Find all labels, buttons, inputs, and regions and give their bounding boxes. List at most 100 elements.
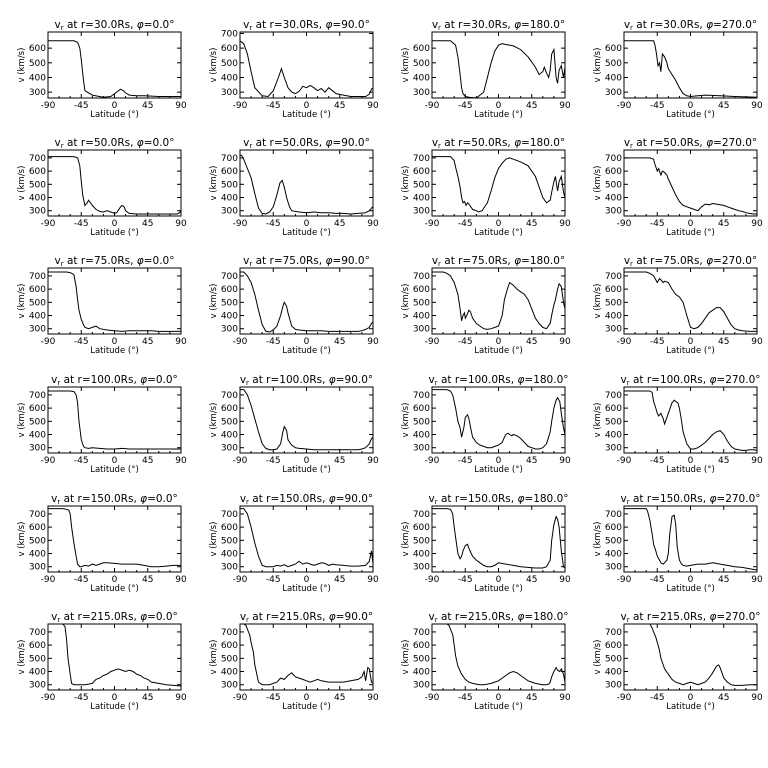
title-radius: at r=75.0Rs,	[441, 255, 514, 267]
title-var-subscript: r	[627, 379, 630, 387]
y-axis-label: v (km/s)	[17, 522, 27, 557]
y-tick-label: 400	[29, 668, 46, 678]
x-tick-label: -45	[74, 101, 89, 111]
plot-frame	[47, 31, 182, 99]
plot-frame	[623, 386, 758, 454]
x-tick-label: 90	[559, 575, 571, 585]
y-tick-label: 300	[413, 444, 430, 454]
title-phi-symbol: φ	[325, 137, 332, 149]
title-phi-value: =0.0°	[147, 611, 178, 623]
title-var: v	[621, 374, 627, 386]
title-radius: at r=75.0Rs,	[252, 255, 325, 267]
y-tick-label: 700	[29, 272, 46, 282]
y-tick-label: 400	[413, 431, 430, 441]
panel-title: vr at r=75.0Rs, φ=180.0°	[432, 255, 565, 268]
x-tick-label: 0	[304, 337, 310, 347]
x-tick-label: -45	[650, 456, 665, 466]
title-var: v	[55, 255, 61, 267]
x-tick-label: 0	[112, 575, 118, 585]
y-tick-label: 400	[605, 73, 622, 83]
y-tick-label: 500	[221, 59, 238, 69]
y-tick-label: 500	[605, 417, 622, 427]
title-var: v	[624, 255, 630, 267]
x-tick-label: 90	[367, 101, 379, 111]
x-tick-label: 0	[304, 219, 310, 229]
y-tick-label: 300	[605, 563, 622, 573]
title-var-subscript: r	[246, 498, 249, 506]
y-tick-label: 600	[29, 44, 46, 54]
x-tick-label: -45	[74, 693, 89, 703]
plot-frame	[47, 267, 182, 335]
x-tick-label: -45	[458, 693, 473, 703]
x-tick-label: 0	[112, 101, 118, 111]
y-tick-label: 300	[29, 563, 46, 573]
x-tick-label: -45	[266, 575, 281, 585]
y-tick-label: 700	[413, 510, 430, 520]
title-phi-symbol: φ	[137, 255, 144, 267]
speed-profile-line	[624, 271, 757, 332]
x-tick-label: 90	[367, 693, 379, 703]
panel: vr at r=30.0Rs, φ=0.0° -90 -45 0 45 90 300 400 5…	[17, 19, 187, 120]
x-tick-label: 0	[688, 693, 694, 703]
panel: vr at r=215.0Rs, φ=180.0° -90 -45 0 45 90 300 4…	[401, 611, 571, 712]
speed-profile-line	[240, 623, 374, 686]
y-axis-label: v (km/s)	[401, 166, 411, 201]
x-tick-label: -90	[617, 456, 632, 466]
x-tick-label: 90	[751, 693, 763, 703]
y-tick-label: 600	[221, 404, 238, 414]
x-tick-label: 90	[751, 101, 763, 111]
panel: vr at r=150.0Rs, φ=90.0° -90 -45 0 45 90 300 40…	[209, 493, 379, 594]
panel: vr at r=100.0Rs, φ=90.0° -90 -45 0 45 90 300 40…	[209, 374, 379, 475]
title-phi-symbol: φ	[517, 611, 524, 623]
speed-profile-line	[624, 623, 757, 686]
panel: vr at r=100.0Rs, φ=0.0° -90 -45 0 45 90 300 400…	[17, 374, 187, 475]
title-phi-symbol: φ	[706, 19, 713, 31]
speed-profile-line	[624, 390, 758, 451]
x-tick-label: -90	[233, 456, 248, 466]
x-tick-label: 0	[496, 337, 502, 347]
speed-profile-line	[48, 271, 181, 332]
y-tick-label: 600	[605, 404, 622, 414]
panel: vr at r=50.0Rs, φ=0.0° -90 -45 0 45 90 300 400 5…	[17, 137, 187, 238]
title-radius: at r=30.0Rs,	[252, 19, 325, 31]
title-var-subscript: r	[438, 24, 441, 32]
title-radius: at r=100.0Rs,	[630, 374, 710, 386]
title-var: v	[624, 19, 630, 31]
x-axis-label: Latitude (°)	[474, 110, 523, 120]
x-tick-label: -90	[41, 575, 56, 585]
y-tick-label: 600	[413, 641, 430, 651]
y-tick-label: 600	[605, 285, 622, 295]
y-axis-label: v (km/s)	[593, 166, 603, 201]
panel-title: vr at r=50.0Rs, φ=0.0°	[55, 137, 175, 150]
title-radius: at r=75.0Rs,	[633, 255, 706, 267]
x-tick-label: 0	[688, 101, 694, 111]
panel-title: vr at r=150.0Rs, φ=90.0°	[240, 493, 373, 506]
x-tick-label: 45	[142, 693, 153, 703]
x-axis-label: Latitude (°)	[666, 584, 715, 594]
title-phi-symbol: φ	[706, 137, 713, 149]
title-phi-symbol: φ	[709, 374, 716, 386]
y-tick-label: 500	[413, 298, 430, 308]
y-tick-label: 300	[605, 207, 622, 217]
y-tick-label: 700	[605, 154, 622, 164]
title-var: v	[240, 611, 246, 623]
x-tick-label: 45	[334, 693, 345, 703]
title-var-subscript: r	[438, 260, 441, 268]
speed-profile-line	[432, 389, 566, 450]
speed-profile-line	[48, 508, 181, 568]
x-axis-label: Latitude (°)	[90, 228, 139, 238]
x-tick-label: -90	[41, 219, 56, 229]
title-radius: at r=30.0Rs,	[633, 19, 706, 31]
x-tick-label: -90	[617, 219, 632, 229]
y-tick-label: 400	[413, 550, 430, 560]
title-var: v	[51, 611, 57, 623]
y-axis-label: v (km/s)	[17, 48, 27, 83]
x-tick-label: -90	[41, 337, 56, 347]
speed-profile-line	[48, 156, 182, 215]
x-tick-label: -45	[650, 101, 665, 111]
panel: vr at r=215.0Rs, φ=0.0° -90 -45 0 45 90 300 400…	[17, 611, 187, 712]
panel: vr at r=150.0Rs, φ=180.0° -90 -45 0 45 90 300 4…	[401, 493, 571, 594]
x-tick-label: 90	[175, 337, 187, 347]
y-tick-label: 300	[29, 681, 46, 691]
title-var-subscript: r	[630, 24, 633, 32]
